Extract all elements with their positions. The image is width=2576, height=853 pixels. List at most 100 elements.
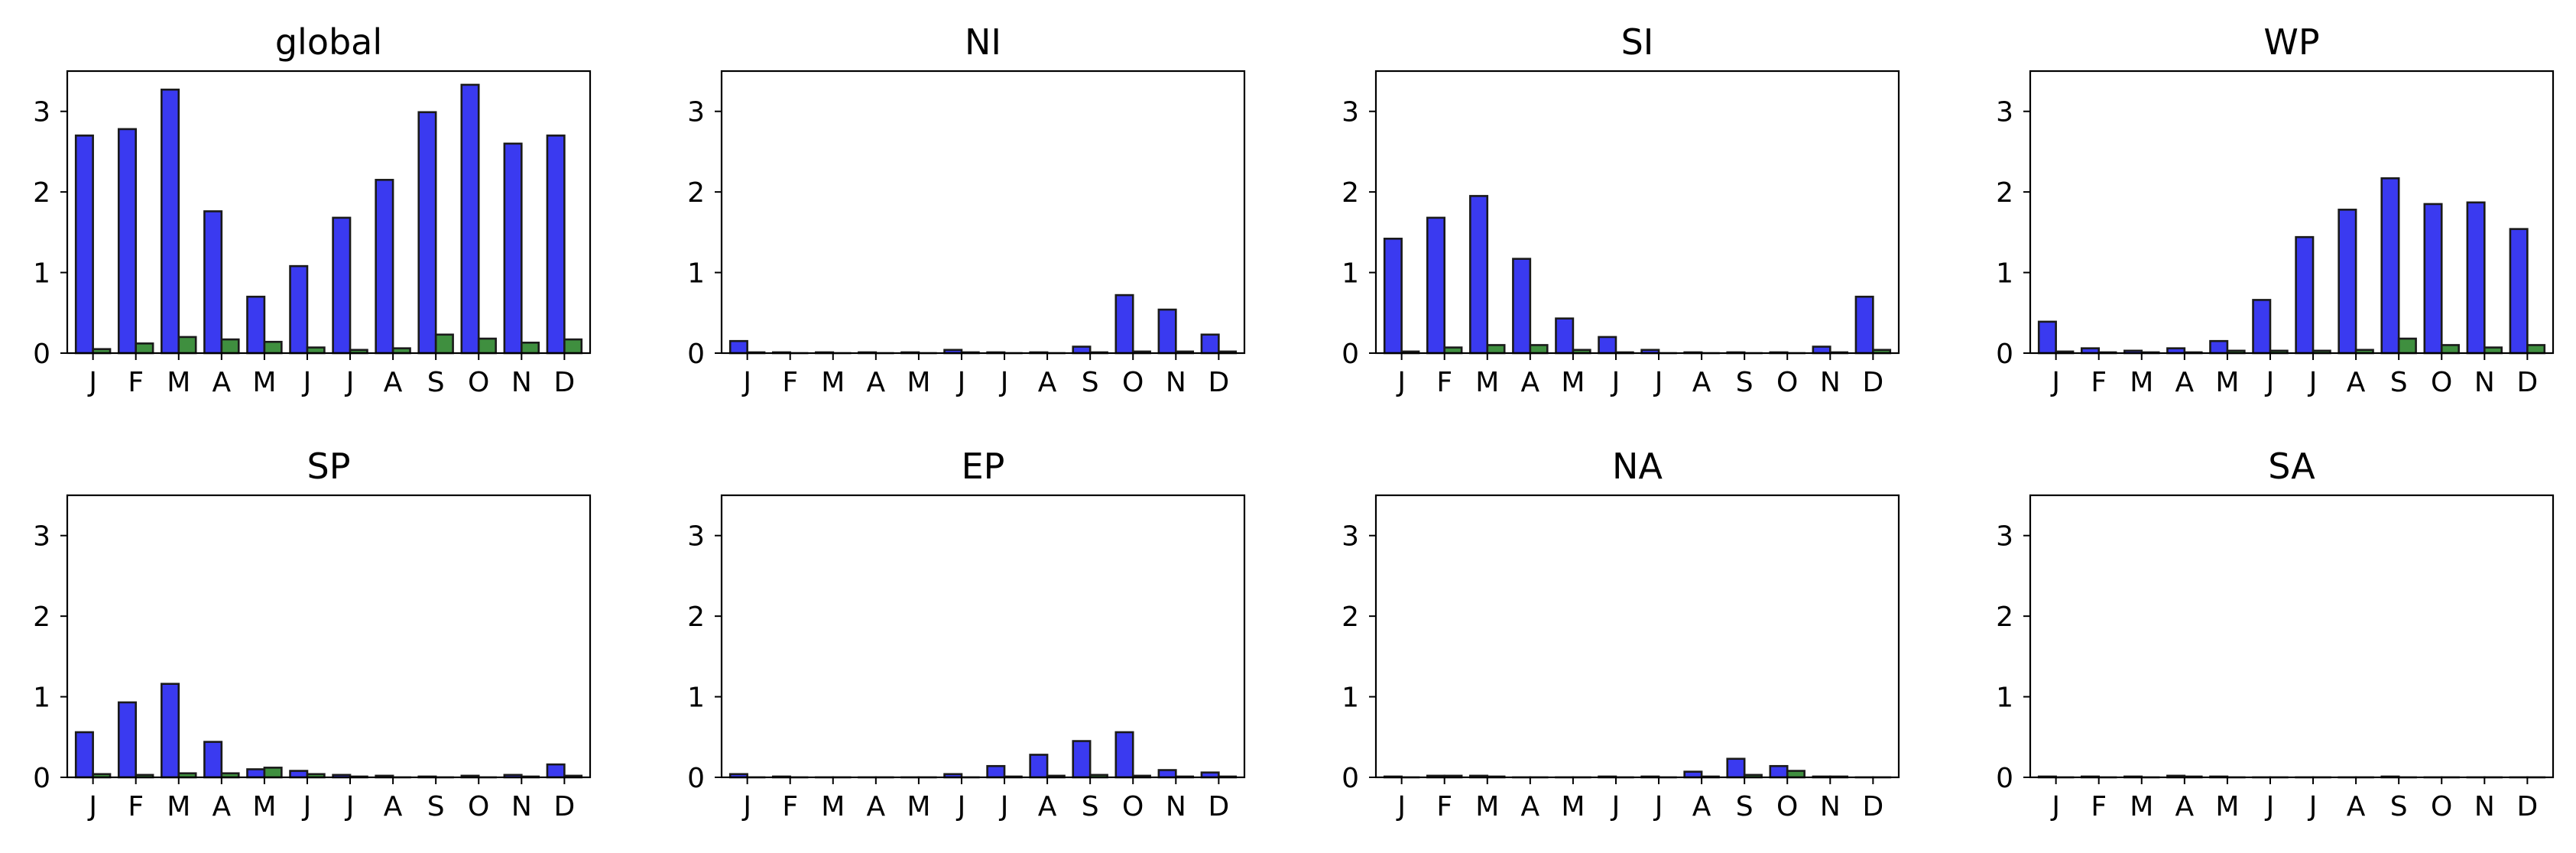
panel-wp-bar-s2-8	[2397, 337, 2417, 355]
panel-sp-xtick-label-9: O	[468, 791, 489, 822]
panel-wp-bar-s1-9	[2423, 203, 2443, 355]
panel-global-bar-s2-9	[477, 337, 497, 355]
panel-ep-xtick-label-7: A	[1038, 791, 1057, 822]
panel-na-xtick-label-3: A	[1521, 791, 1540, 822]
panel-ep-ytick-label-0: 0	[687, 763, 705, 794]
panel-na-ytick-label-1: 1	[1342, 683, 1359, 714]
panel-si-bar-s1-0	[1383, 237, 1403, 355]
panel-sp-xtick-label-2: M	[167, 791, 190, 822]
panel-ni-xtick-label-7: A	[1038, 367, 1057, 398]
panel-na-xtick-label-9: O	[1776, 791, 1798, 822]
panel-global-ytick-label-0: 0	[33, 339, 50, 370]
panel-wp-xtick-label-9: O	[2431, 367, 2452, 398]
panel-global-xtick-label-7: A	[384, 367, 403, 398]
panel-ni-ytick-label-1: 1	[687, 258, 705, 290]
panel-ni-bar-s1-8	[1072, 345, 1092, 355]
panel-sa-xtick-label-7: A	[2347, 791, 2366, 822]
panel-ep-title: EP	[962, 446, 1005, 487]
panel-na-xtick-label-0: J	[1396, 791, 1406, 822]
panel-ni-ytick-label-0: 0	[687, 339, 705, 370]
panel-wp-xtick-label-6: J	[2308, 367, 2318, 398]
panel-global-xtick-label-3: A	[213, 367, 232, 398]
panel-si-bar-s1-11	[1854, 295, 1874, 355]
panel-wp-xtick-label-3: A	[2175, 367, 2195, 398]
panel-wp-bar-s1-6	[2295, 235, 2315, 355]
panel-ni-bar-s1-11	[1200, 333, 1220, 355]
panel-sa-xtick-label-2: M	[2130, 791, 2153, 822]
panel-wp-bar-s1-4	[2209, 339, 2229, 355]
panel-sa-xtick-label-6: J	[2308, 791, 2318, 822]
panel-na-ytick-label-0: 0	[1342, 763, 1359, 794]
panel-si-xtick-label-9: O	[1776, 367, 1798, 398]
panel-si-bar-s2-1	[1443, 346, 1463, 355]
panel-si-xtick-label-6: J	[1653, 367, 1663, 398]
panel-ep-xtick-label-1: F	[782, 791, 798, 822]
panel-global-bar-s2-5	[306, 346, 326, 355]
panel-global-xtick-label-10: N	[511, 367, 532, 398]
panel-global-xtick-label-9: O	[468, 367, 489, 398]
panel-na-ytick-label-3: 3	[1342, 521, 1359, 553]
panel-ep-xtick-label-10: N	[1166, 791, 1186, 822]
panel-si-axes-frame	[1374, 70, 1900, 355]
panel-wp-xtick-label-4: M	[2215, 367, 2239, 398]
panel-wp-xtick-label-11: D	[2516, 367, 2538, 398]
panel-wp-ytick-label-2: 2	[1996, 177, 2013, 209]
panel-global-xtick-label-8: S	[427, 367, 445, 398]
panel-sa-xtick-label-3: A	[2175, 791, 2195, 822]
panel-sa-ytick-label-1: 1	[1996, 683, 2013, 714]
panel-wp-bar-s1-10	[2466, 201, 2486, 355]
panel-na-xtick-label-6: J	[1653, 791, 1663, 822]
panel-global-bar-s2-2	[177, 336, 197, 355]
panel-ni-axes-frame	[720, 70, 1246, 355]
panel-sa-axes-frame	[2029, 494, 2555, 779]
panel-si-bar-s1-5	[1598, 336, 1617, 355]
panel-si-xtick-label-11: D	[1862, 367, 1883, 398]
panel-wp-bar-s1-5	[2252, 299, 2272, 355]
panel-global-bar-s1-0	[74, 135, 94, 355]
panel-sp-ytick-label-1: 1	[33, 683, 50, 714]
panel-sa-xtick-label-5: J	[2265, 791, 2275, 822]
panel-sp-axes-frame	[66, 494, 592, 779]
panel-sp-ytick-label-3: 3	[33, 521, 50, 553]
panel-global-xtick-label-5: J	[302, 367, 312, 398]
panel-global-bar-s2-4	[263, 340, 283, 355]
panel-ni-xtick-label-0: J	[741, 367, 751, 398]
panel-si-xtick-label-1: F	[1436, 367, 1452, 398]
panel-sp-xtick-label-11: D	[553, 791, 575, 822]
panel-si-bar-s1-2	[1469, 195, 1489, 355]
panel-sp-xtick-label-3: A	[213, 791, 232, 822]
panel-si-ytick-label-0: 0	[1342, 339, 1359, 370]
panel-ni-xtick-label-5: J	[956, 367, 966, 398]
panel-na-xtick-label-2: M	[1475, 791, 1499, 822]
panel-wp-xtick-label-10: N	[2474, 367, 2495, 398]
panel-ep-ytick-label-1: 1	[687, 683, 705, 714]
panel-wp-xtick-label-1: F	[2091, 367, 2107, 398]
panel-global-bar-s1-9	[460, 83, 480, 355]
panel-si-title: SI	[1621, 21, 1654, 63]
panel-wp-bar-s2-9	[2440, 344, 2460, 355]
panel-sa-ytick-label-0: 0	[1996, 763, 2013, 794]
panel-global-xtick-label-11: D	[553, 367, 575, 398]
panel-si-xtick-label-8: S	[1736, 367, 1754, 398]
panel-ep-xtick-label-9: O	[1122, 791, 1144, 822]
panel-ep-xtick-label-2: M	[821, 791, 845, 822]
panel-wp-xtick-label-0: J	[2050, 367, 2060, 398]
panel-global-bar-s1-5	[289, 264, 309, 355]
panel-si-bar-s1-4	[1555, 317, 1575, 355]
panel-na-ytick-label-2: 2	[1342, 602, 1359, 633]
panel-ni-xtick-label-6: J	[999, 367, 1009, 398]
panel-sp-title: SP	[307, 446, 351, 487]
panel-wp-ytick-label-0: 0	[1996, 339, 2013, 370]
panel-wp-xtick-label-5: J	[2265, 367, 2275, 398]
panel-si-bar-s1-10	[1812, 345, 1831, 355]
panel-si-xtick-label-3: A	[1521, 367, 1540, 398]
panel-wp-bar-s1-7	[2338, 209, 2357, 355]
panel-si-xtick-label-10: N	[1820, 367, 1841, 398]
panel-sp-bar-s2-4	[263, 767, 283, 779]
